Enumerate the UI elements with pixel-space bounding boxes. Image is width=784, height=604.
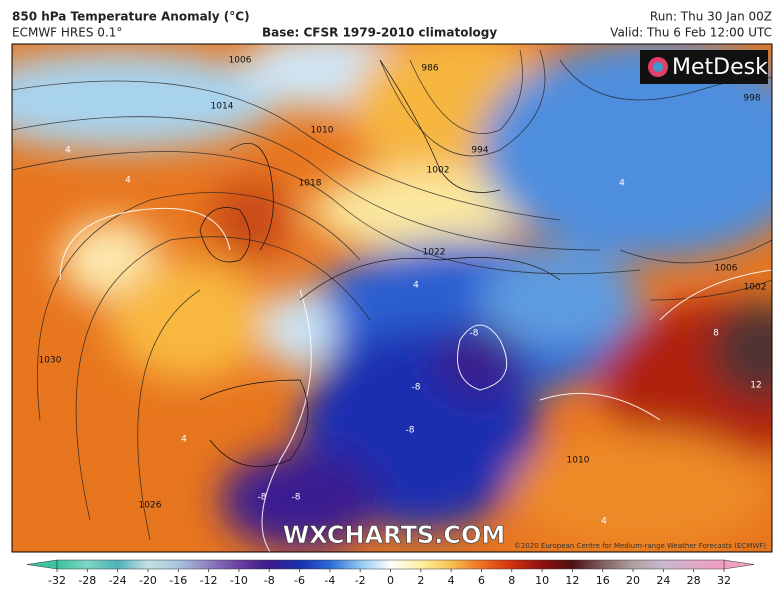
isobar-label: 1030 xyxy=(39,356,62,366)
anomaly-label: -8 xyxy=(292,493,301,503)
isobar-label: 1026 xyxy=(139,501,162,511)
colorbar-tick-label: -32 xyxy=(48,574,66,587)
anomaly-label: 4 xyxy=(181,435,187,445)
colorbar-tick-label: 12 xyxy=(565,574,579,587)
anomaly-label: -8 xyxy=(406,426,415,436)
model: ECMWF HRES 0.1° xyxy=(12,26,122,40)
colorbar-ramp xyxy=(56,559,725,570)
isobar-label: 986 xyxy=(421,64,438,74)
colorbar-tick-label: 4 xyxy=(448,574,455,587)
colorbar-tick-label: -12 xyxy=(200,574,218,587)
anomaly-label: 4 xyxy=(601,517,607,527)
valid: Valid: Thu 6 Feb 12:00 UTC xyxy=(610,26,772,40)
map: 1006 1014 1010 1018 1030 1026 1022 1006 1002 998 9… xyxy=(12,44,772,552)
colorbar-tick-label: -8 xyxy=(264,574,275,587)
colorbar-right-tip xyxy=(723,559,755,570)
anomaly-label: -8 xyxy=(412,383,421,393)
colorbar-tick-label: 6 xyxy=(478,574,485,587)
isobar-label: 1010 xyxy=(311,126,334,136)
isobar-label: 1018 xyxy=(299,179,322,189)
colorbar-tick-label: 20 xyxy=(626,574,640,587)
colorbar-tick-label: 28 xyxy=(687,574,701,587)
colorbar-tick-label: 16 xyxy=(596,574,610,587)
isobar-label: 1002 xyxy=(744,283,767,293)
labels: 1006 1014 1010 1018 1030 1026 1022 1006 1002 998 9… xyxy=(39,56,767,527)
colorbar-tick-label: -28 xyxy=(78,574,96,587)
anomaly-label: 8 xyxy=(713,329,719,339)
colorbar-tick-label: 24 xyxy=(656,574,670,587)
anomaly-label: 12 xyxy=(750,381,761,391)
watermark: WXCHARTS.COM xyxy=(283,521,505,549)
colorbar-tick-label: -10 xyxy=(230,574,248,587)
isobar-label: 1010 xyxy=(567,456,590,466)
colorbar-tick-label: -6 xyxy=(294,574,305,587)
anomaly-label: 4 xyxy=(65,146,71,156)
colorbar-tick-label: -24 xyxy=(109,574,127,587)
colorbar-tick-label: 0 xyxy=(387,574,394,587)
colorbar: -32 -28 -24 -20 -16 -12 -10 -8 -6 -4 -2 0 2 4 6 8 10 12 16… xyxy=(26,559,755,587)
colorbar-tick-label: -16 xyxy=(169,574,187,587)
isobar-label: 1006 xyxy=(229,56,252,66)
isobar-label: 1014 xyxy=(211,102,234,112)
colorbar-tick-label: -4 xyxy=(324,574,335,587)
anomaly-label: 4 xyxy=(619,179,625,189)
anomaly-label: 4 xyxy=(125,176,131,186)
isobar-label: 1022 xyxy=(423,248,446,258)
colorbar-left-tip xyxy=(26,559,58,570)
map-frame xyxy=(11,43,773,553)
anomaly-label: -8 xyxy=(258,493,267,503)
colorbar-tick-label: -2 xyxy=(355,574,366,587)
colorbar-tick-label: 32 xyxy=(717,574,731,587)
colorbar-tick-label: 10 xyxy=(535,574,549,587)
logo: MetDesk xyxy=(672,55,768,80)
isobar-label: 1006 xyxy=(715,264,738,274)
anomaly-label: -8 xyxy=(470,329,479,339)
colorbar-tick-label: 8 xyxy=(508,574,515,587)
run: Run: Thu 30 Jan 00Z xyxy=(650,10,772,24)
copyright: ©2020 European Centre for Medium-range W… xyxy=(514,542,766,550)
colorbar-tick-label: -20 xyxy=(139,574,157,587)
title: 850 hPa Temperature Anomaly (°C) xyxy=(12,10,250,24)
base: Base: CFSR 1979-2010 climatology xyxy=(262,26,497,40)
isobar-label: 998 xyxy=(743,94,760,104)
isobar-label: 1002 xyxy=(427,166,450,176)
isobar-label: 994 xyxy=(471,146,488,156)
anomaly-label: 4 xyxy=(413,281,419,291)
colorbar-tick-label: 2 xyxy=(417,574,424,587)
